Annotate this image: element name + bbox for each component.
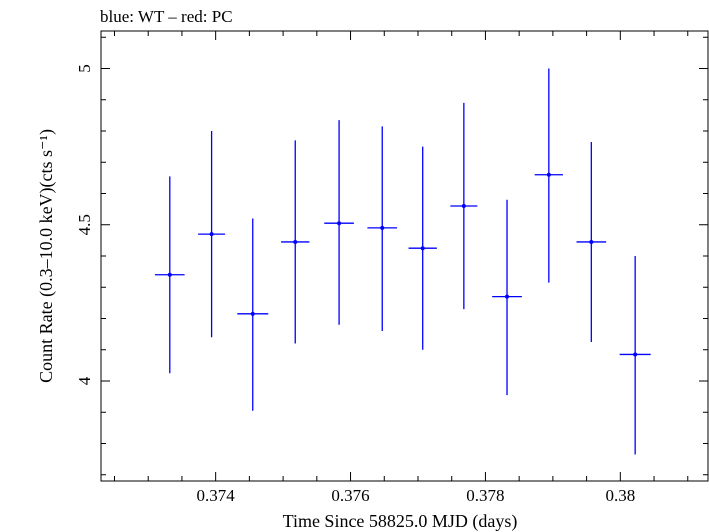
y-tick-label: 4.5 <box>75 214 94 235</box>
x-tick-label: 0.376 <box>331 486 369 505</box>
data-point <box>367 126 398 331</box>
data-point <box>281 140 310 344</box>
x-tick-label: 0.378 <box>466 486 504 505</box>
data-marker <box>337 221 342 226</box>
data-marker <box>589 239 594 244</box>
data-point <box>198 131 226 338</box>
chart-title: blue: WT – red: PC <box>100 7 233 26</box>
data-point <box>492 199 522 396</box>
data-marker <box>209 232 214 237</box>
x-tick-label: 0.374 <box>197 486 236 505</box>
data-point <box>324 120 354 325</box>
data-series <box>154 68 651 455</box>
data-marker <box>633 352 638 357</box>
data-marker <box>461 204 466 208</box>
y-tick-label: 4 <box>75 376 94 385</box>
data-marker <box>420 246 425 251</box>
data-marker <box>505 294 510 299</box>
data-marker <box>380 225 385 230</box>
y-tick-label: 5 <box>75 64 94 73</box>
y-axis-label: Count Rate (0.3–10.0 keV)(cts s⁻¹) <box>36 129 57 383</box>
x-axis-ticks: 0.374 0.376 0.378 0.38 <box>113 31 689 505</box>
data-point <box>619 256 651 455</box>
plot-frame <box>100 30 709 482</box>
data-point <box>237 218 269 411</box>
data-point <box>576 141 607 342</box>
x-tick-label: 0.38 <box>605 486 635 505</box>
data-marker <box>546 172 551 177</box>
data-marker <box>293 239 298 244</box>
data-point <box>408 146 437 350</box>
data-marker <box>250 311 255 316</box>
data-marker <box>167 272 172 277</box>
x-axis-label: Time Since 58825.0 MJD (days) <box>283 511 518 532</box>
data-point <box>450 102 478 310</box>
data-point <box>534 68 563 283</box>
y-axis-ticks: 44.55 <box>75 36 708 476</box>
data-point <box>154 176 185 374</box>
